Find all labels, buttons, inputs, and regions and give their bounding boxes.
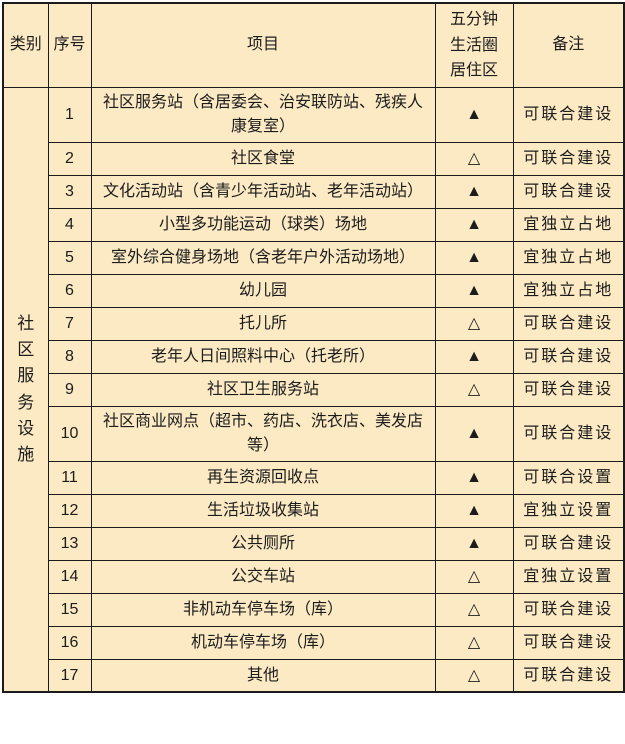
row-symbol-cell: ▲ bbox=[434, 460, 514, 495]
row-index-cell: 10 bbox=[47, 405, 92, 462]
header-circle: 五分钟生活圈居住区 bbox=[434, 2, 514, 88]
row-symbol-cell: ▲ bbox=[434, 526, 514, 561]
row-symbol-cell: △ bbox=[434, 141, 514, 176]
row-symbol-cell: ▲ bbox=[434, 174, 514, 209]
row-symbol-cell: ▲ bbox=[434, 405, 514, 462]
row-project-cell: 再生资源回收点 bbox=[90, 460, 436, 495]
row-index-cell: 6 bbox=[47, 273, 92, 308]
table-header: 类别 序号 项目 五分钟生活圈居住区 备注 bbox=[2, 2, 625, 88]
row-remark-cell: 可联合建设 bbox=[512, 141, 625, 176]
row-index-cell: 3 bbox=[47, 174, 92, 209]
row-symbol-cell: ▲ bbox=[434, 86, 514, 143]
table-row: 7 托儿所 △ 可联合建设 bbox=[3, 306, 625, 341]
table-row: 8 老年人日间照料中心（托老所） ▲ 可联合建设 bbox=[3, 339, 625, 374]
row-remark-cell: 宜独立占地 bbox=[512, 273, 625, 308]
row-remark-cell: 可联合建设 bbox=[512, 306, 625, 341]
row-index-cell: 11 bbox=[47, 460, 92, 495]
row-project-cell: 生活垃圾收集站 bbox=[90, 493, 436, 528]
table-body: 社区服务设施 1 社区服务站（含居委会、治安联防站、残疾人康复室） ▲ 可联合建设… bbox=[2, 86, 625, 693]
row-index-cell: 7 bbox=[47, 306, 92, 341]
row-project-cell: 室外综合健身场地（含老年户外活动场地） bbox=[90, 240, 436, 275]
facilities-table: 类别 序号 项目 五分钟生活圈居住区 备注 社区服务设施 1 社区服务站（含居委会… bbox=[2, 2, 625, 694]
row-index-cell: 16 bbox=[47, 625, 92, 660]
row-symbol-cell: ▲ bbox=[434, 339, 514, 374]
header-index: 序号 bbox=[47, 2, 92, 88]
table-row: 14 公交车站 △ 宜独立设置 bbox=[3, 559, 625, 594]
row-remark-cell: 宜独立占地 bbox=[512, 207, 625, 242]
table-row: 13 公共厕所 ▲ 可联合建设 bbox=[3, 526, 625, 561]
row-index-cell: 2 bbox=[47, 141, 92, 176]
table-row: 16 机动车停车场（库） △ 可联合建设 bbox=[3, 625, 625, 660]
row-remark-cell: 可联合建设 bbox=[512, 658, 625, 693]
row-remark-cell: 宜独立设置 bbox=[512, 493, 625, 528]
row-symbol-cell: ▲ bbox=[434, 240, 514, 275]
row-project-cell: 老年人日间照料中心（托老所） bbox=[90, 339, 436, 374]
row-project-cell: 公共厕所 bbox=[90, 526, 436, 561]
table-row: 17 其他 △ 可联合建设 bbox=[3, 658, 625, 693]
row-index-cell: 4 bbox=[47, 207, 92, 242]
row-symbol-cell: △ bbox=[434, 559, 514, 594]
row-symbol-cell: ▲ bbox=[434, 493, 514, 528]
row-project-cell: 社区卫生服务站 bbox=[90, 372, 436, 407]
row-index-cell: 8 bbox=[47, 339, 92, 374]
row-project-cell: 机动车停车场（库） bbox=[90, 625, 436, 660]
header-row: 类别 序号 项目 五分钟生活圈居住区 备注 bbox=[2, 2, 625, 88]
row-symbol-cell: △ bbox=[434, 625, 514, 660]
row-remark-cell: 可联合建设 bbox=[512, 86, 625, 143]
row-index-cell: 13 bbox=[47, 526, 92, 561]
row-remark-cell: 可联合建设 bbox=[512, 592, 625, 627]
category-cell: 社区服务设施 bbox=[2, 86, 49, 693]
row-index-cell: 9 bbox=[47, 372, 92, 407]
row-index-cell: 17 bbox=[47, 658, 92, 693]
table-row: 2 社区食堂 △ 可联合建设 bbox=[3, 141, 625, 176]
row-symbol-cell: △ bbox=[434, 372, 514, 407]
row-project-cell: 非机动车停车场（库） bbox=[90, 592, 436, 627]
row-project-cell: 文化活动站（含青少年活动站、老年活动站） bbox=[90, 174, 436, 209]
row-project-cell: 社区商业网点（超市、药店、洗衣店、美发店等） bbox=[90, 405, 436, 462]
table-row: 9 社区卫生服务站 △ 可联合建设 bbox=[3, 372, 625, 407]
row-project-cell: 社区服务站（含居委会、治安联防站、残疾人康复室） bbox=[90, 86, 436, 143]
category-label: 社区服务设施 bbox=[17, 313, 35, 465]
row-index-cell: 14 bbox=[47, 559, 92, 594]
row-symbol-cell: △ bbox=[434, 592, 514, 627]
row-remark-cell: 可联合建设 bbox=[512, 625, 625, 660]
table-row: 10 社区商业网点（超市、药店、洗衣店、美发店等） ▲ 可联合建设 bbox=[3, 405, 625, 462]
row-index-cell: 5 bbox=[47, 240, 92, 275]
row-project-cell: 幼儿园 bbox=[90, 273, 436, 308]
row-project-cell: 小型多功能运动（球类）场地 bbox=[90, 207, 436, 242]
table-row: 12 生活垃圾收集站 ▲ 宜独立设置 bbox=[3, 493, 625, 528]
table-row: 3 文化活动站（含青少年活动站、老年活动站） ▲ 可联合建设 bbox=[3, 174, 625, 209]
header-project: 项目 bbox=[90, 2, 436, 88]
row-project-cell: 托儿所 bbox=[90, 306, 436, 341]
table-row: 11 再生资源回收点 ▲ 可联合设置 bbox=[3, 460, 625, 495]
row-remark-cell: 可联合建设 bbox=[512, 405, 625, 462]
row-index-cell: 1 bbox=[47, 86, 92, 143]
row-symbol-cell: △ bbox=[434, 306, 514, 341]
row-symbol-cell: ▲ bbox=[434, 207, 514, 242]
row-remark-cell: 可联合设置 bbox=[512, 460, 625, 495]
row-remark-cell: 可联合建设 bbox=[512, 174, 625, 209]
row-project-cell: 公交车站 bbox=[90, 559, 436, 594]
header-circle-label: 五分钟生活圈居住区 bbox=[450, 11, 499, 80]
header-category: 类别 bbox=[2, 2, 49, 88]
row-project-cell: 其他 bbox=[90, 658, 436, 693]
row-symbol-cell: ▲ bbox=[434, 273, 514, 308]
row-index-cell: 12 bbox=[47, 493, 92, 528]
row-index-cell: 15 bbox=[47, 592, 92, 627]
row-remark-cell: 可联合建设 bbox=[512, 372, 625, 407]
row-remark-cell: 宜独立占地 bbox=[512, 240, 625, 275]
row-project-cell: 社区食堂 bbox=[90, 141, 436, 176]
row-remark-cell: 宜独立设置 bbox=[512, 559, 625, 594]
table-row: 4 小型多功能运动（球类）场地 ▲ 宜独立占地 bbox=[3, 207, 625, 242]
table-row: 15 非机动车停车场（库） △ 可联合建设 bbox=[3, 592, 625, 627]
table-row: 6 幼儿园 ▲ 宜独立占地 bbox=[3, 273, 625, 308]
header-remark: 备注 bbox=[512, 2, 625, 88]
table-row: 5 室外综合健身场地（含老年户外活动场地） ▲ 宜独立占地 bbox=[3, 240, 625, 275]
row-remark-cell: 可联合建设 bbox=[512, 339, 625, 374]
row-remark-cell: 可联合建设 bbox=[512, 526, 625, 561]
row-symbol-cell: △ bbox=[434, 658, 514, 693]
table-row: 社区服务设施 1 社区服务站（含居委会、治安联防站、残疾人康复室） ▲ 可联合建设 bbox=[2, 86, 625, 693]
